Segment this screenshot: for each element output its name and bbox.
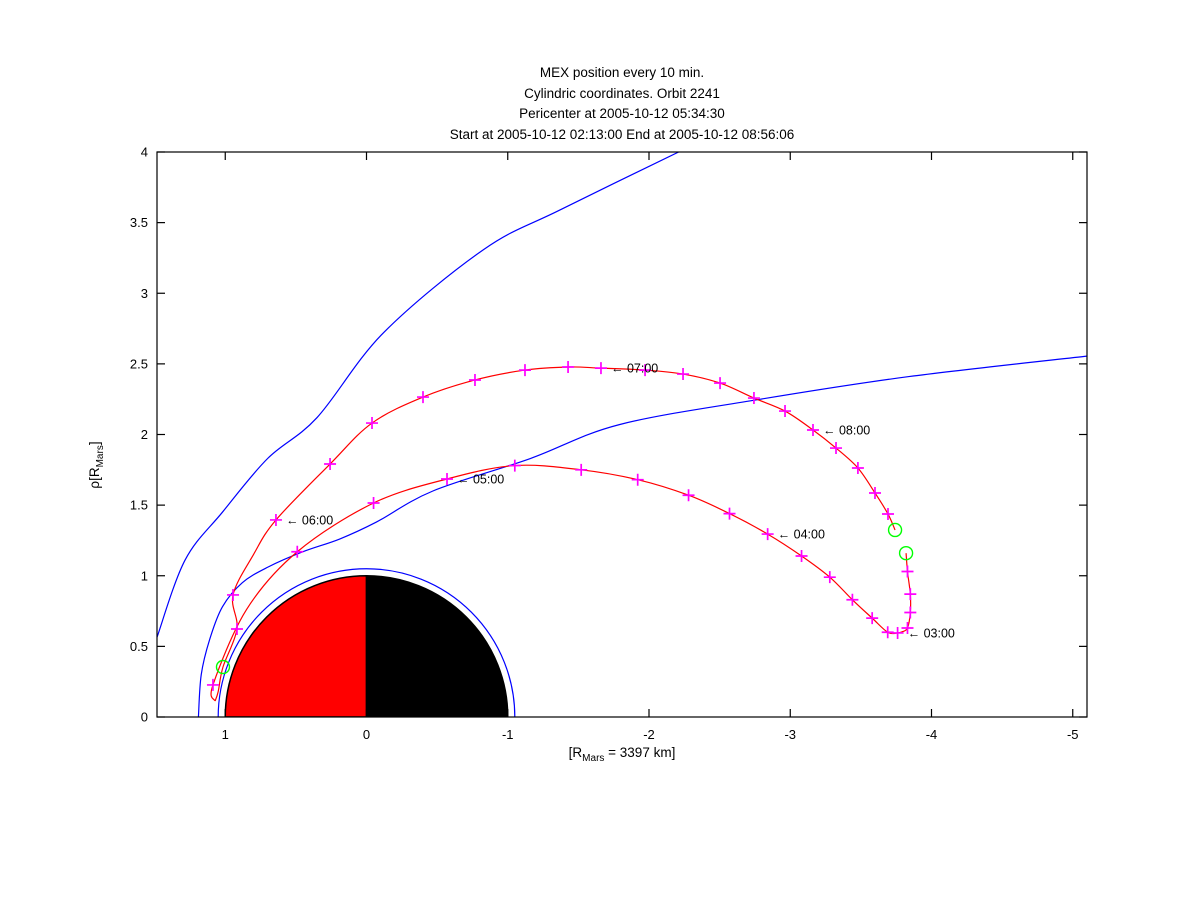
position-marker: [823, 571, 836, 584]
y-tick-label: 1: [141, 568, 148, 583]
pericenter-point-circle: [215, 659, 231, 675]
time-label-04:00: ← 04:00: [778, 528, 825, 542]
title-line-1: MEX position every 10 min.: [540, 65, 704, 80]
position-marker: [518, 364, 531, 377]
time-label-08:00: ← 08:00: [823, 423, 870, 437]
position-marker: [779, 405, 792, 418]
y-tick-label: 0: [141, 710, 148, 725]
position-marker: [227, 588, 240, 601]
position-marker: [747, 392, 760, 405]
time-label-06:00: ← 06:00: [286, 513, 333, 527]
title-line-3: Pericenter at 2005-10-12 05:34:30: [519, 106, 725, 121]
position-marker: [417, 391, 429, 404]
time-label-03:00: ← 03:00: [908, 626, 955, 640]
position-marker: [468, 373, 481, 386]
y-tick-label: 0.5: [130, 639, 148, 654]
position-marker: [575, 463, 588, 476]
position-marker: [714, 377, 727, 390]
position-marker: [881, 626, 894, 639]
bow-shock-boundary-curve: [157, 152, 679, 638]
plot-title: MEX position every 10 min. Cylindric coo…: [450, 65, 795, 142]
position-marker: [631, 473, 644, 486]
end-point-circle: [887, 522, 903, 538]
position-marker: [291, 545, 304, 558]
position-marker: [846, 593, 859, 606]
y-tick-label: 2: [141, 427, 148, 442]
time-label-05:00: ← 05:00: [457, 472, 504, 486]
position-marker: [901, 565, 914, 578]
position-marker: [367, 497, 380, 510]
position-marker: [866, 612, 879, 625]
y-tick-label: 1.5: [130, 498, 148, 513]
planet-dayside: [224, 574, 368, 717]
position-marker: [881, 508, 894, 521]
time-label-07:00: ← 07:00: [611, 362, 658, 376]
title-line-2: Cylindric coordinates. Orbit 2241: [524, 86, 720, 101]
position-marker: [904, 606, 917, 619]
position-marker: [904, 588, 917, 601]
position-marker: [830, 442, 843, 455]
plot-area: [157, 152, 1087, 717]
start-point-circle: [898, 545, 914, 561]
position-marker: [795, 549, 808, 562]
position-marker: [723, 507, 736, 520]
position-marker: [562, 360, 575, 373]
y-tick-label: 4: [141, 145, 148, 160]
magnetic-pileup-boundary-curve: [197, 355, 1087, 717]
position-marker: [230, 623, 243, 636]
position-marker: [324, 458, 337, 471]
y-tick-label: 2.5: [130, 356, 148, 371]
x-tick-label: -4: [926, 727, 938, 742]
time-annotations-layer: ← 03:00 ← 04:00 ← 05:00 ← 06:00 ← 07:00 ← 08:…: [286, 362, 955, 641]
position-marker: [206, 678, 219, 691]
y-axis-label: ρ[RMars]: [87, 441, 106, 488]
position-marker: [508, 459, 521, 472]
x-tick-label: -5: [1067, 727, 1079, 742]
position-marker: [869, 486, 881, 499]
x-tick-label: -2: [643, 727, 655, 742]
x-tick-label: 1: [222, 727, 229, 742]
y-tick-label: 3.5: [130, 215, 148, 230]
x-tick-label: -1: [502, 727, 514, 742]
position-marker: [639, 364, 652, 377]
planet-halo-circle: [217, 568, 516, 717]
position-marker: [901, 622, 914, 635]
x-tick-label: -3: [784, 727, 796, 742]
endpoint-circles-layer: [215, 522, 914, 675]
position-marker: [269, 513, 282, 526]
planet-nightside: [365, 574, 509, 717]
position-marker: [366, 417, 379, 430]
position-marker: [594, 362, 607, 375]
title-line-4: Start at 2005-10-12 02:13:00 End at 2005…: [450, 127, 795, 142]
y-tick-label: 3: [141, 286, 148, 301]
position-marker: [682, 489, 695, 502]
position-marker: [441, 472, 454, 485]
position-marker: [761, 528, 774, 541]
position-marker: [851, 461, 864, 474]
axis-box-and-ticks: 1 0 -1 -2 -3 -4 -5 0 0.5 1 1.5 2 2.5 3 3.5 4: [130, 145, 1088, 742]
x-axis-label: [RMars = 3397 km]: [569, 745, 676, 764]
x-tick-label: 0: [363, 727, 370, 742]
position-marker: [677, 368, 690, 381]
position-marker: [806, 423, 819, 436]
position-markers-layer: [206, 360, 917, 691]
